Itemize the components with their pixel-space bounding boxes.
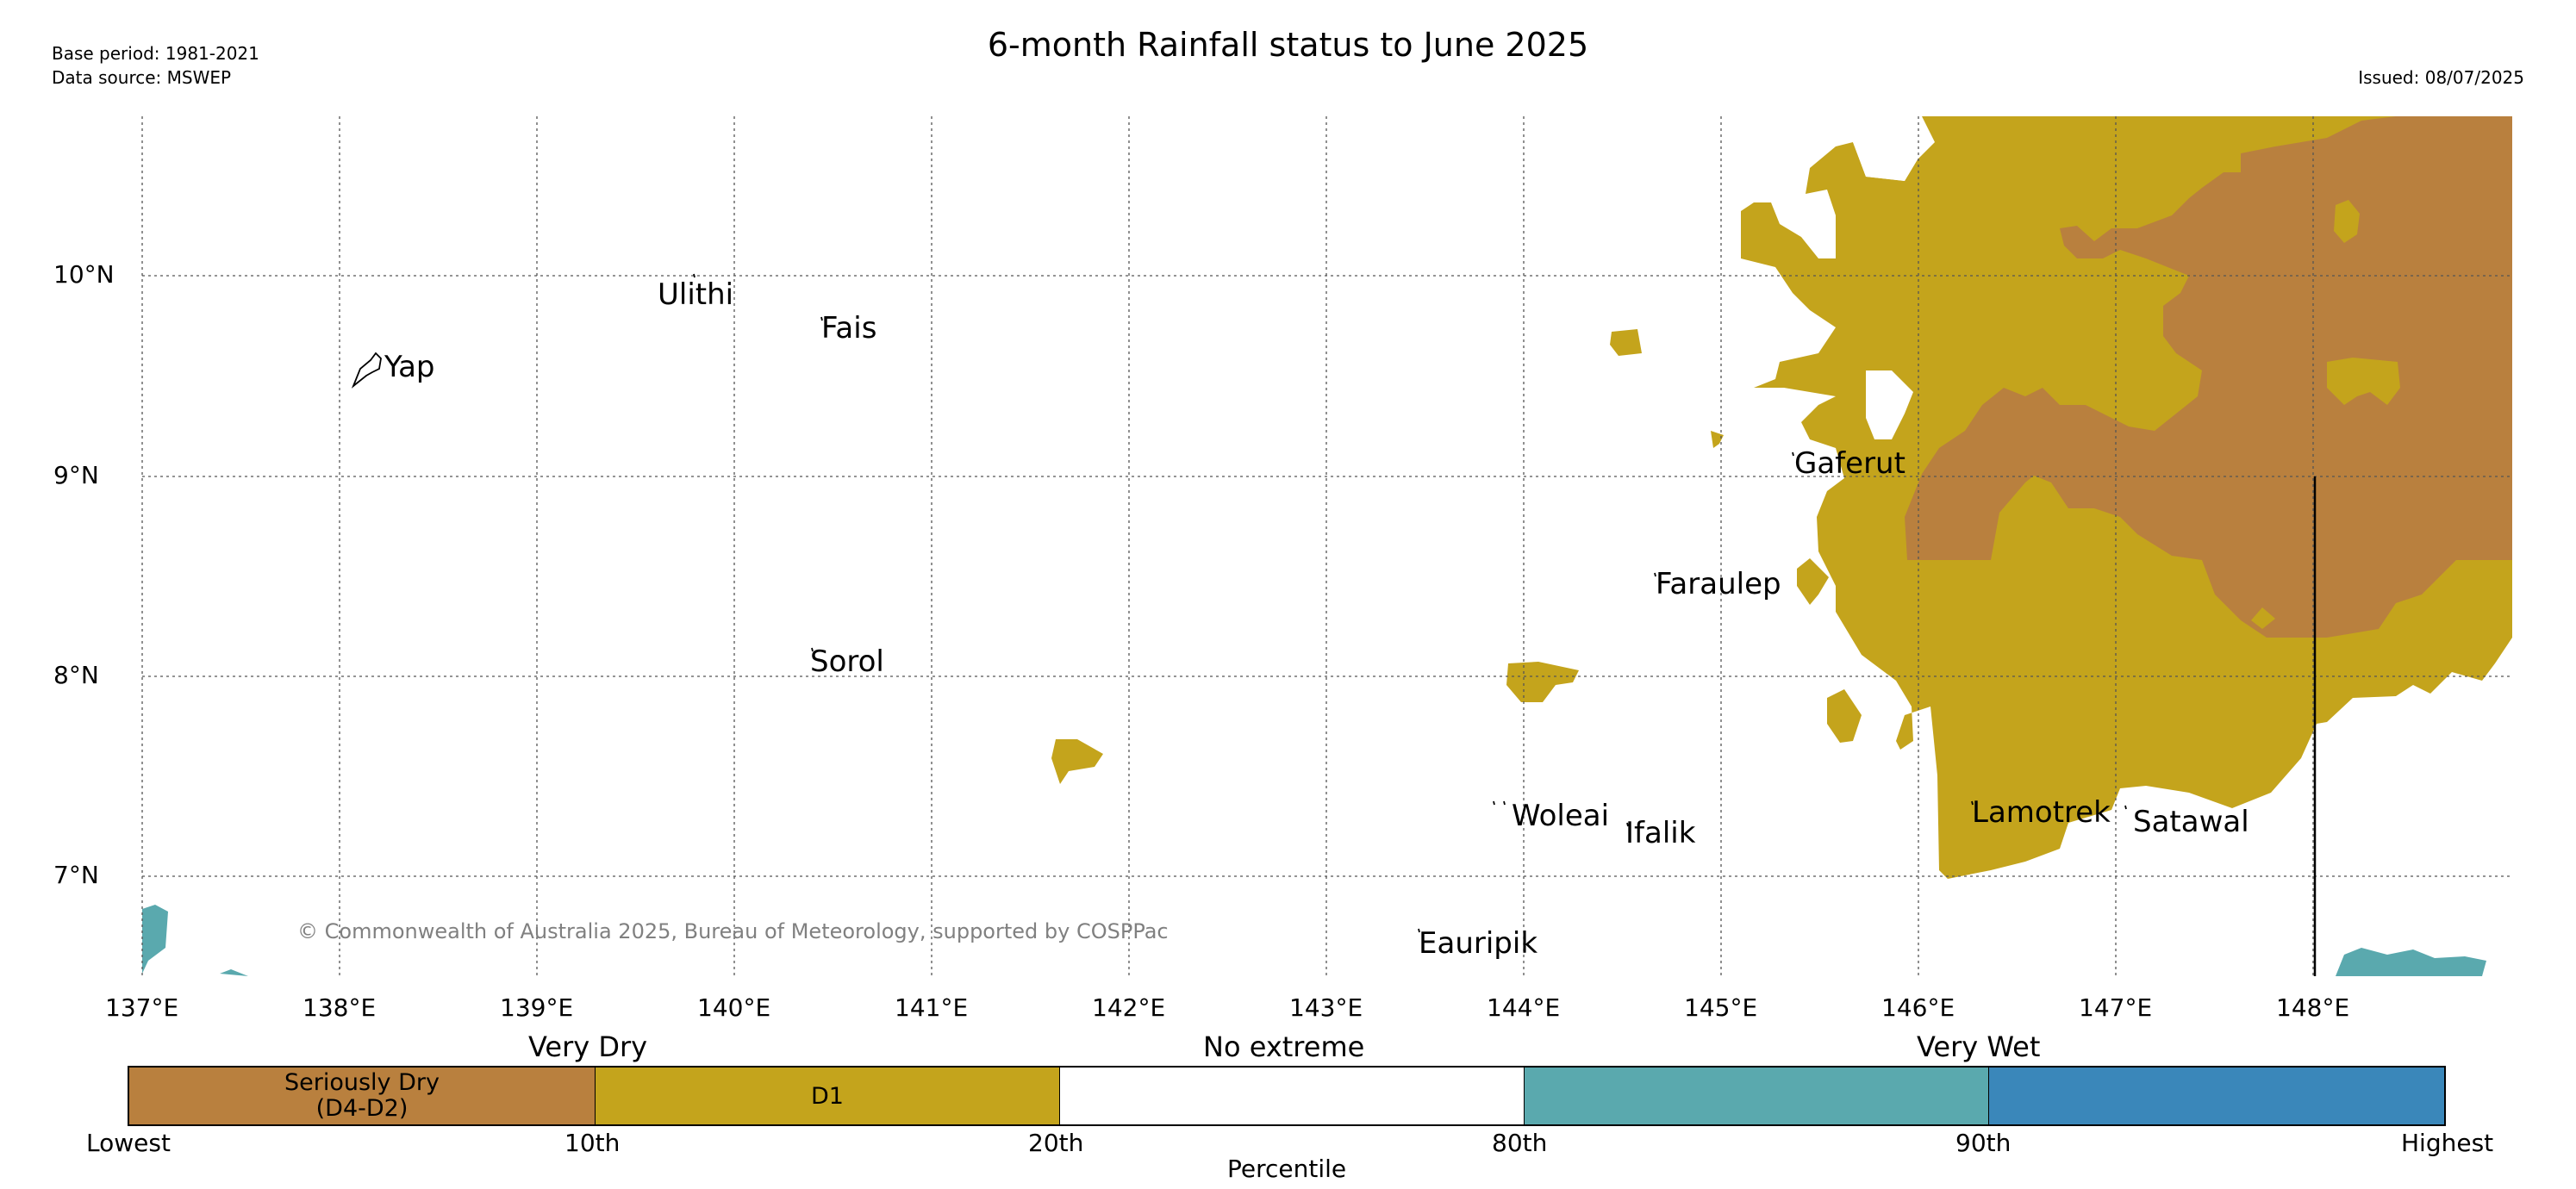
d1-patch-3 — [2251, 607, 2275, 629]
place-label-gaferut: Gaferut — [1794, 446, 1905, 481]
place-label-fais: Fais — [821, 311, 877, 345]
lon-tick-137e: 137°E — [105, 993, 179, 1022]
lon-tick-147e: 147°E — [2079, 993, 2153, 1022]
no-extreme-hole-north — [1853, 116, 1935, 181]
lon-tick-144e: 144°E — [1487, 993, 1561, 1022]
lat-tick-7n: 7°N — [53, 861, 99, 889]
lat-tick-8n: 8°N — [53, 661, 99, 689]
colorbar-tick-lowest: Lowest — [86, 1129, 171, 1157]
colorbar-tick-80th: 80th — [1492, 1129, 1548, 1157]
yap-island-outline — [351, 352, 382, 389]
d1-patch-7 — [1506, 662, 1579, 702]
lon-tick-143e: 143°E — [1289, 993, 1363, 1022]
lat-tick-10n: 10°N — [53, 260, 115, 289]
lon-tick-146e: 146°E — [1881, 993, 1955, 1022]
lon-tick-140e: 140°E — [697, 993, 771, 1022]
colorbar-label-seriously-dry: Seriously Dry — [284, 1069, 440, 1096]
lon-tick-142e: 142°E — [1092, 993, 1166, 1022]
colorbar-segment-d1: D1 — [596, 1068, 1060, 1124]
d1-patch-6 — [1797, 558, 1829, 605]
lon-tick-139e: 139°E — [500, 993, 574, 1022]
place-label-sorol: Sorol — [810, 644, 884, 679]
colorbar-label-d1: D1 — [811, 1082, 844, 1110]
place-label-woleai: Woleai — [1512, 799, 1610, 833]
colorbar-tick-highest: Highest — [2401, 1129, 2494, 1157]
very-wet-patch-sw — [142, 905, 168, 974]
colorbar-tick-20th: 20th — [1028, 1129, 1084, 1157]
d1-patch-1 — [2334, 200, 2360, 243]
colorbar-tick-90th: 90th — [1955, 1129, 2012, 1157]
data-source-text: Data source: MSWEP — [52, 67, 232, 88]
d1-patch-2 — [2327, 358, 2400, 405]
place-label-lamotrek: Lamotrek — [1972, 795, 2111, 830]
place-label-ifalik: Ifalik — [1625, 816, 1696, 850]
map-title: 6-month Rainfall status to June 2025 — [987, 26, 1589, 64]
issued-date-text: Issued: 08/07/2025 — [2358, 67, 2524, 88]
colorbar-segment-seriously-dry: Seriously Dry (D4-D2) — [129, 1068, 596, 1124]
place-label-ulithi: Ulithi — [658, 277, 734, 312]
colorbar-heading-very-dry: Very Dry — [528, 1030, 648, 1063]
colorbar-segment-no-extreme — [1060, 1068, 1525, 1124]
lat-tick-9n: 9°N — [53, 461, 99, 489]
lon-tick-148e: 148°E — [2276, 993, 2350, 1022]
colorbar-heading-very-wet: Very Wet — [1917, 1030, 2041, 1063]
colorbar-tick-10th: 10th — [564, 1129, 621, 1157]
colorbar-xlabel: Percentile — [1227, 1155, 1347, 1183]
colorbar-label-d4-d2: (D4-D2) — [315, 1095, 409, 1122]
no-extreme-hole-mid — [1866, 370, 1913, 439]
d1-patch-8 — [1051, 739, 1103, 784]
colorbar-segment-very-wet-light — [1525, 1068, 1989, 1124]
lon-tick-138e: 138°E — [303, 993, 377, 1022]
very-wet-patch-se — [2336, 948, 2486, 976]
island-markers — [351, 273, 2127, 933]
copyright-notice: © Commonwealth of Australia 2025, Bureau… — [297, 919, 1169, 943]
very-wet-patch-sw2 — [220, 969, 248, 976]
place-label-satawal: Satawal — [2133, 805, 2249, 839]
place-label-eauripik: Eauripik — [1419, 926, 1538, 961]
lon-tick-145e: 145°E — [1684, 993, 1758, 1022]
d1-patch-4 — [1610, 329, 1642, 356]
colorbar-segment-very-wet-dark — [1989, 1068, 2444, 1124]
place-label-faraulep: Faraulep — [1656, 567, 1781, 601]
base-period-text: Base period: 1981-2021 — [52, 43, 259, 64]
d1-patch-9 — [1827, 689, 1862, 743]
colorbar: Seriously Dry (D4-D2) D1 — [128, 1066, 2446, 1126]
place-label-yap: Yap — [384, 350, 435, 384]
map-gridlines — [141, 116, 2512, 976]
colorbar-heading-no-extreme: No extreme — [1203, 1030, 1365, 1063]
lon-tick-141e: 141°E — [895, 993, 969, 1022]
seriously-dry-region — [1905, 116, 2512, 638]
d1-patch-5 — [1711, 431, 1724, 448]
